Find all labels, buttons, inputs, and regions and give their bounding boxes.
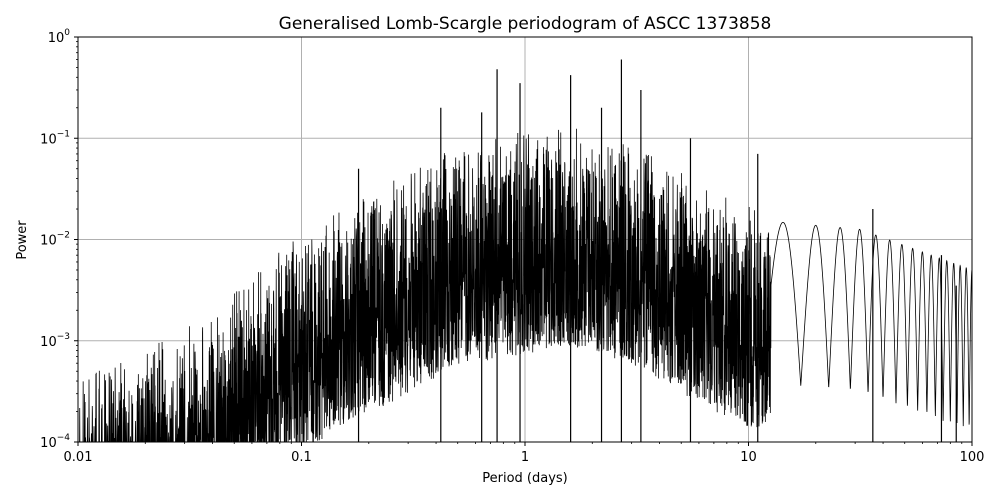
y-tick-exponent: −4 <box>57 433 71 443</box>
y-tick-base: 10 <box>48 31 65 46</box>
y-tick-label: 100 <box>48 28 71 46</box>
y-tick-exponent: −3 <box>57 332 70 342</box>
x-tick-label: 10 <box>740 450 757 465</box>
y-tick-base: 10 <box>40 132 57 147</box>
y-tick-base: 10 <box>40 436 57 451</box>
y-tick-exponent: 0 <box>64 28 70 38</box>
x-tick-label: 0.1 <box>291 450 312 465</box>
x-axis-label: Period (days) <box>482 471 568 486</box>
y-tick-label: 10−1 <box>40 129 70 147</box>
x-tick-label: 0.01 <box>64 450 93 465</box>
y-tick-label: 10−2 <box>40 231 70 249</box>
periodogram-line <box>78 128 973 443</box>
y-tick-label: 10−3 <box>40 332 70 350</box>
y-tick-exponent: −2 <box>57 231 70 241</box>
x-tick-label: 1 <box>521 450 529 465</box>
y-tick-exponent: −1 <box>57 129 70 139</box>
chart-title: Generalised Lomb-Scargle periodogram of … <box>279 14 772 34</box>
plot-area <box>78 59 973 443</box>
y-axis-label: Power <box>15 220 30 260</box>
y-tick-base: 10 <box>40 234 57 249</box>
y-tick-base: 10 <box>40 335 57 350</box>
y-tick-label: 10−4 <box>40 433 70 451</box>
x-tick-label: 100 <box>960 450 985 465</box>
